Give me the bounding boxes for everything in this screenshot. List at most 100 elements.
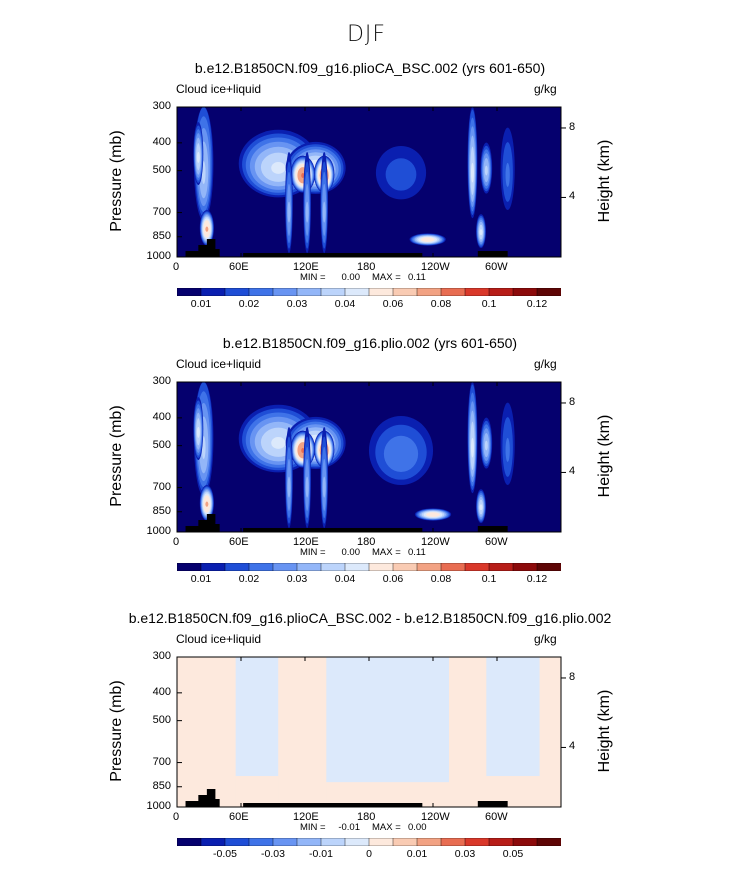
colorbar-swatch — [512, 563, 538, 571]
colorbar-swatch — [536, 838, 561, 846]
colorbar-swatch — [512, 838, 538, 846]
y-tick-label: 850 — [152, 504, 171, 517]
colorbar-swatch — [392, 838, 418, 846]
y-tick-label: 300 — [152, 100, 171, 112]
colorbar-tick-label: 0.08 — [430, 573, 452, 585]
topography — [477, 526, 508, 532]
variable-label: Cloud ice+liquid — [176, 632, 262, 646]
x-tick-label: 120E — [293, 261, 319, 273]
plot-background — [177, 382, 561, 532]
contour-region — [205, 226, 209, 232]
colorbar-swatch — [224, 288, 250, 296]
x-tick-label: 180 — [357, 261, 376, 273]
colorbar-tick-label: -0.05 — [213, 848, 237, 860]
colorbar-swatch — [248, 838, 274, 846]
y2-tick-label: 8 — [569, 670, 576, 683]
colorbar-tick-label: 0.03 — [286, 573, 308, 585]
contour-region — [271, 162, 286, 174]
max-value: 0.11 — [408, 547, 426, 558]
colorbar-tick-label: 0.03 — [286, 298, 308, 310]
colorbar-swatch — [272, 288, 298, 296]
contour-region — [385, 158, 417, 191]
contour-region — [271, 437, 286, 449]
contour-region — [326, 782, 449, 807]
heatmap-plot — [176, 381, 566, 533]
contour-region — [305, 201, 309, 223]
contour-region — [470, 437, 474, 458]
min-label: MIN = — [300, 822, 326, 833]
contour-region — [484, 440, 488, 451]
colorbar-swatch — [248, 288, 274, 296]
heatmap-plot — [176, 656, 566, 808]
colorbar-swatch — [320, 288, 346, 296]
max-label: MAX = — [372, 547, 401, 558]
colorbar-swatch — [272, 838, 298, 846]
colorbar-tick-label: 0.12 — [526, 298, 548, 310]
contour-region — [287, 201, 291, 223]
topography — [243, 253, 423, 257]
colorbar-swatch — [416, 838, 442, 846]
y-tick-label: 300 — [152, 650, 171, 662]
colorbar-swatch — [440, 838, 466, 846]
colorbar-tick-label: 0.02 — [238, 573, 260, 585]
colorbar-swatch — [392, 563, 418, 571]
contour-region — [449, 657, 487, 807]
x-tick-label: 120W — [421, 536, 450, 548]
x-tick-label: 60W — [485, 536, 508, 548]
colorbar-swatch — [368, 563, 394, 571]
x-tick-label: 0 — [173, 261, 180, 273]
colorbar-swatch — [296, 288, 322, 296]
units-label: g/kg — [534, 632, 557, 646]
colorbar — [177, 563, 561, 571]
colorbar-tick-label: 0.1 — [481, 573, 497, 585]
colorbar-swatch — [177, 838, 202, 846]
colorbar-swatch — [488, 288, 514, 296]
colorbar-swatch — [296, 563, 322, 571]
colorbar-swatch — [464, 838, 490, 846]
colorbar-swatch — [392, 288, 418, 296]
max-value: 0.11 — [408, 272, 426, 283]
colorbar-swatch — [536, 563, 561, 571]
y-tick-label: 500 — [152, 438, 171, 451]
contour-region — [484, 165, 488, 176]
colorbar-tick-label: 0.1 — [481, 298, 497, 310]
contour-region — [479, 229, 483, 236]
colorbar — [177, 288, 561, 296]
x-tick-label: 60W — [485, 811, 508, 823]
y-tick-label: 1000 — [146, 250, 171, 262]
contour-region — [278, 657, 327, 807]
x-tick-label: 60E — [229, 261, 249, 273]
colorbar-swatch — [368, 838, 394, 846]
y2-tick-label: 8 — [569, 120, 576, 133]
contour-region — [420, 237, 435, 242]
contour-region — [479, 504, 483, 511]
contour-region — [486, 657, 540, 777]
topography — [185, 239, 220, 257]
y2-axis-title: Height (km) — [596, 139, 613, 223]
panel-title: b.e12.B1850CN.f09_g16.plioCA_BSC.002 (yr… — [194, 60, 546, 76]
colorbar-tick-label: 0.05 — [502, 848, 524, 860]
colorbar-tick-label: 0.04 — [334, 298, 356, 310]
colorbar-tick-label: 0.01 — [406, 848, 428, 860]
x-tick-label: 120W — [421, 811, 450, 823]
topography — [477, 251, 508, 257]
colorbar-swatch — [512, 288, 538, 296]
x-tick-label: 60E — [229, 811, 249, 823]
panel-title: b.e12.B1850CN.f09_g16.plio.002 (yrs 601-… — [222, 335, 518, 351]
heatmap-plot — [176, 106, 566, 258]
y-tick-label: 400 — [152, 410, 171, 423]
colorbar-swatch — [224, 838, 250, 846]
y2-tick-label: 4 — [569, 740, 576, 753]
contour-region — [322, 476, 326, 498]
colorbar-swatch — [272, 563, 298, 571]
y-axis-title: Pressure (mb) — [108, 130, 125, 232]
colorbar-tick-label: 0.06 — [382, 573, 404, 585]
colorbar-swatch — [248, 563, 274, 571]
colorbar-swatch — [344, 563, 370, 571]
colorbar-swatch — [344, 288, 370, 296]
variable-label: Cloud ice+liquid — [176, 357, 262, 371]
contour-region — [539, 657, 561, 807]
colorbar-swatch — [416, 288, 442, 296]
x-tick-label: 60W — [485, 261, 508, 273]
colorbar-tick-label: 0 — [366, 848, 372, 860]
